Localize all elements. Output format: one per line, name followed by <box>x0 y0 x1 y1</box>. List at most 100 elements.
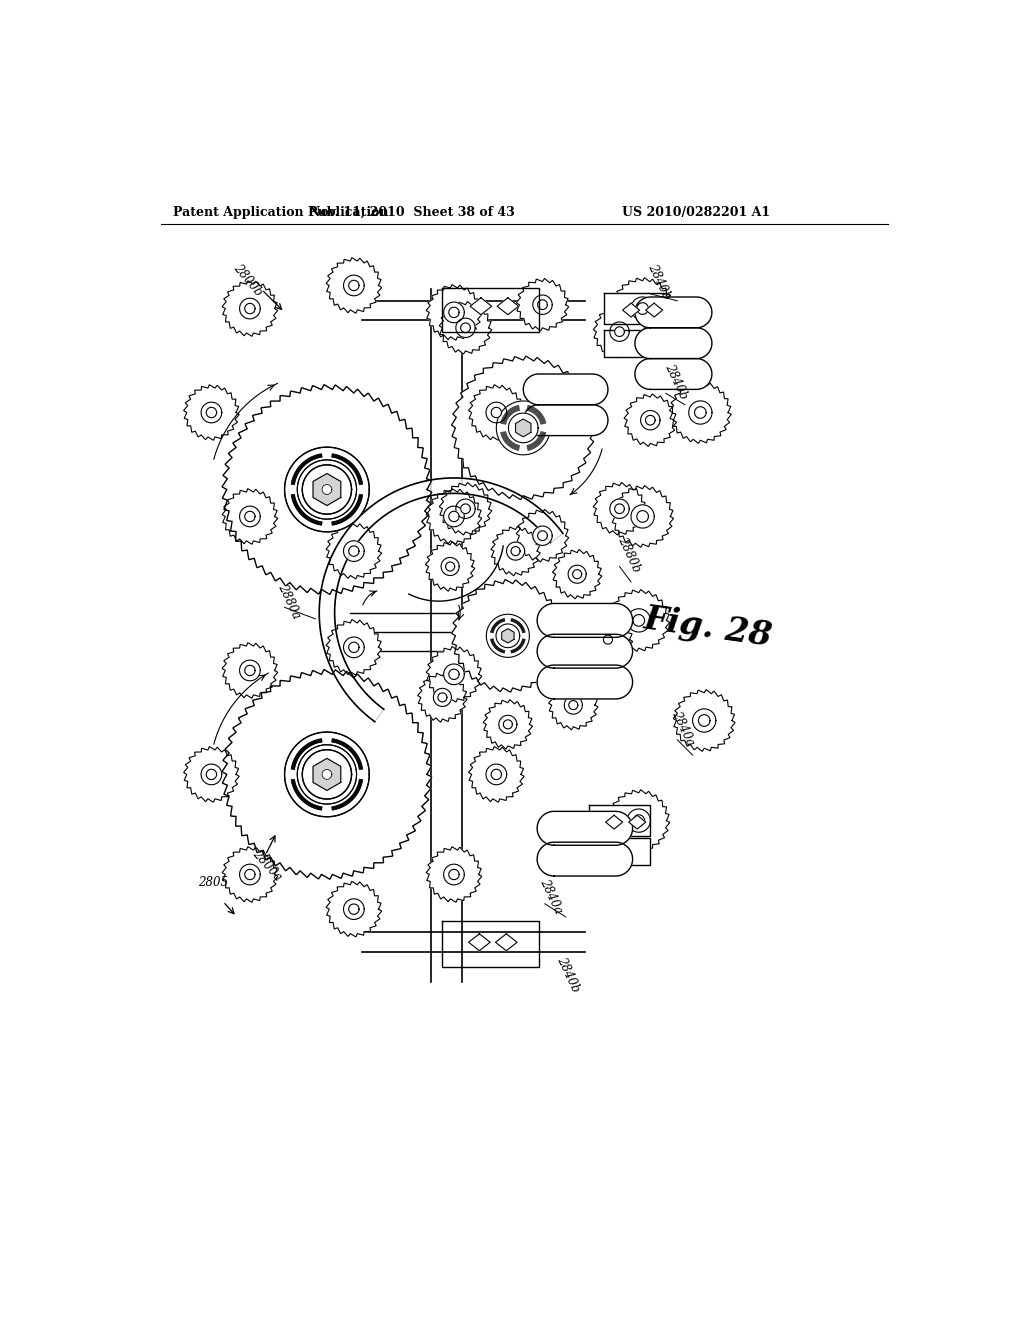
Polygon shape <box>343 638 365 657</box>
Polygon shape <box>343 899 365 920</box>
Polygon shape <box>319 478 563 722</box>
Polygon shape <box>443 302 464 323</box>
Polygon shape <box>456 499 475 519</box>
Polygon shape <box>635 297 712 327</box>
Polygon shape <box>222 669 431 879</box>
Polygon shape <box>641 411 660 430</box>
Text: US 2010/0282201 A1: US 2010/0282201 A1 <box>622 206 770 219</box>
Polygon shape <box>313 474 341 506</box>
Polygon shape <box>322 770 332 779</box>
Polygon shape <box>245 665 255 676</box>
Polygon shape <box>449 511 459 521</box>
Polygon shape <box>629 816 646 829</box>
Text: 2840b: 2840b <box>645 261 673 301</box>
Polygon shape <box>461 323 470 333</box>
Polygon shape <box>698 714 710 726</box>
Polygon shape <box>572 570 582 578</box>
Polygon shape <box>486 403 507 422</box>
Polygon shape <box>538 300 548 310</box>
Polygon shape <box>532 294 552 314</box>
Polygon shape <box>322 484 332 495</box>
Polygon shape <box>689 401 712 424</box>
Polygon shape <box>646 304 663 317</box>
Polygon shape <box>327 882 382 937</box>
Polygon shape <box>584 615 633 664</box>
Polygon shape <box>297 744 356 804</box>
Polygon shape <box>285 447 370 532</box>
Polygon shape <box>486 614 529 657</box>
Polygon shape <box>614 327 625 337</box>
Polygon shape <box>692 709 716 733</box>
Polygon shape <box>631 297 654 321</box>
Polygon shape <box>492 770 502 780</box>
Polygon shape <box>492 408 502 417</box>
Polygon shape <box>538 531 548 541</box>
Polygon shape <box>245 304 255 314</box>
Polygon shape <box>604 293 666 323</box>
Text: 2840a: 2840a <box>670 709 697 747</box>
Polygon shape <box>516 510 568 562</box>
Polygon shape <box>538 812 633 845</box>
Polygon shape <box>497 298 518 314</box>
Polygon shape <box>285 733 370 817</box>
Text: 2840b: 2840b <box>554 954 582 994</box>
Polygon shape <box>349 280 359 290</box>
Polygon shape <box>445 562 455 572</box>
Polygon shape <box>635 327 712 359</box>
Polygon shape <box>426 488 481 544</box>
Polygon shape <box>670 381 731 444</box>
Polygon shape <box>302 465 351 513</box>
Polygon shape <box>443 865 464 884</box>
Polygon shape <box>461 504 470 513</box>
Polygon shape <box>441 557 459 576</box>
Polygon shape <box>633 814 644 826</box>
Polygon shape <box>627 609 650 632</box>
Text: Fig. 28: Fig. 28 <box>642 603 774 653</box>
Polygon shape <box>538 603 633 638</box>
Polygon shape <box>206 408 217 417</box>
Polygon shape <box>343 275 365 296</box>
Polygon shape <box>439 483 492 535</box>
Polygon shape <box>627 809 650 832</box>
Text: 2800a: 2800a <box>250 847 285 883</box>
Polygon shape <box>694 407 707 418</box>
Polygon shape <box>502 628 514 643</box>
Polygon shape <box>443 506 464 527</box>
Polygon shape <box>496 933 517 950</box>
Polygon shape <box>645 416 655 425</box>
Polygon shape <box>523 405 608 436</box>
Polygon shape <box>469 933 490 950</box>
Polygon shape <box>603 635 612 644</box>
Polygon shape <box>504 719 512 729</box>
Polygon shape <box>222 385 431 594</box>
Polygon shape <box>452 356 595 499</box>
Polygon shape <box>245 870 255 879</box>
Polygon shape <box>523 374 608 405</box>
Polygon shape <box>623 304 640 317</box>
Polygon shape <box>183 747 239 803</box>
Text: 2880a: 2880a <box>275 582 303 620</box>
Text: Nov. 11, 2010  Sheet 38 of 43: Nov. 11, 2010 Sheet 38 of 43 <box>308 206 514 219</box>
Polygon shape <box>456 318 475 338</box>
Polygon shape <box>593 305 645 358</box>
Polygon shape <box>490 527 540 576</box>
Polygon shape <box>515 418 531 437</box>
Polygon shape <box>327 524 382 578</box>
Polygon shape <box>449 308 459 318</box>
Text: 2840b: 2840b <box>662 362 689 401</box>
Polygon shape <box>426 647 481 702</box>
Text: Patent Application Publication: Patent Application Publication <box>173 206 388 219</box>
Polygon shape <box>605 816 623 829</box>
Text: 2840a: 2840a <box>538 876 564 916</box>
Polygon shape <box>201 403 222 422</box>
Polygon shape <box>483 700 532 748</box>
Polygon shape <box>637 511 648 523</box>
Polygon shape <box>469 385 524 440</box>
Polygon shape <box>245 511 255 521</box>
Polygon shape <box>612 486 674 548</box>
Polygon shape <box>297 459 356 519</box>
Polygon shape <box>470 298 492 314</box>
Polygon shape <box>608 590 670 651</box>
Polygon shape <box>343 541 365 561</box>
Polygon shape <box>568 565 586 583</box>
